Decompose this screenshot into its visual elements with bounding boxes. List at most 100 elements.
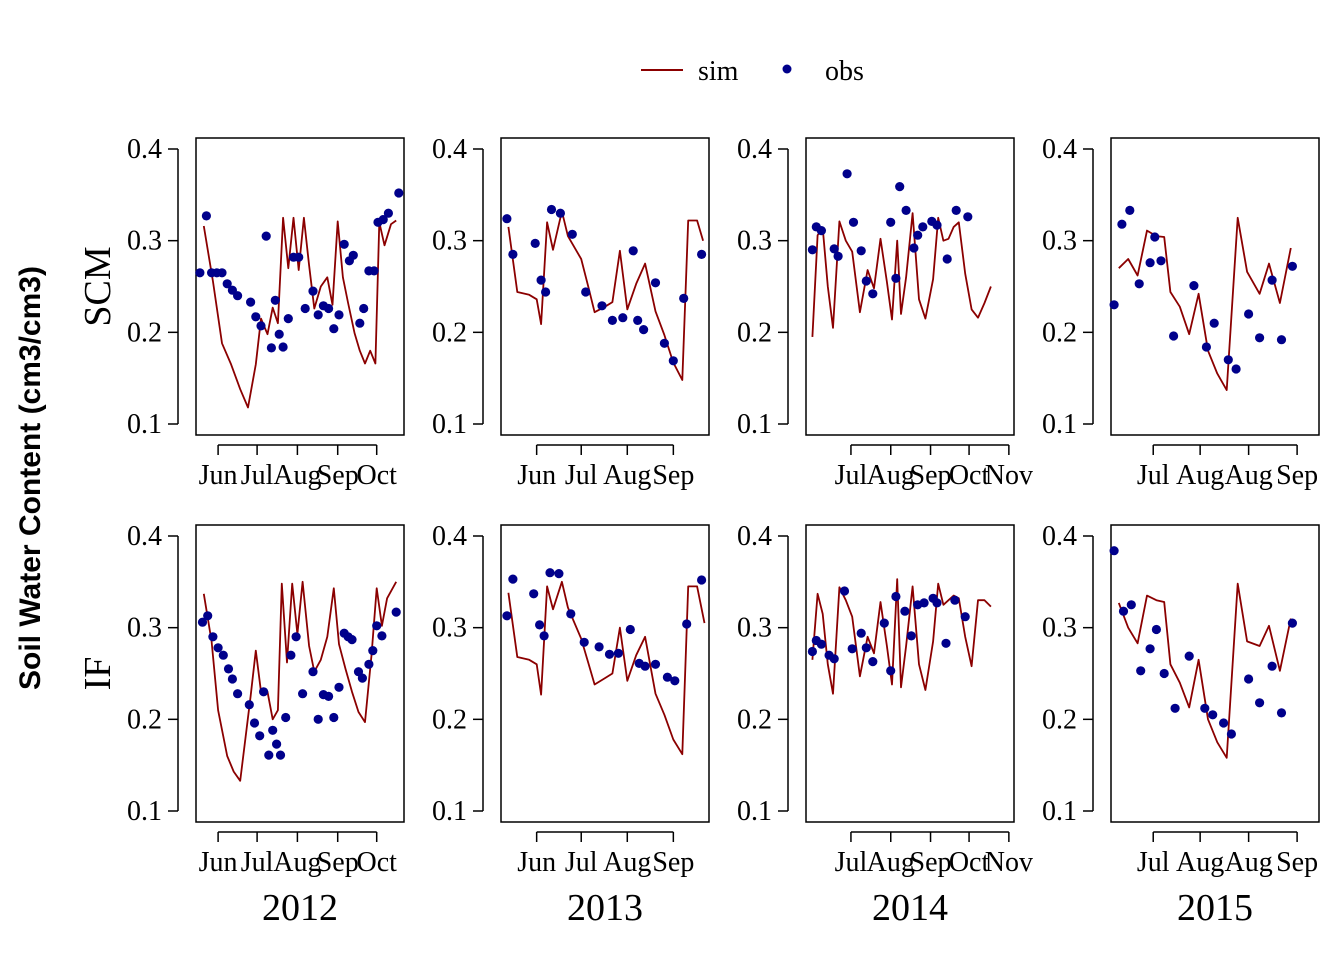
y-tick-label-scm-2013: 0.4 [432,134,467,165]
x-tick-label-if-2013: Aug [603,847,651,878]
obs-point-if-2014 [950,595,960,605]
obs-point-if-2015 [1226,729,1236,739]
obs-point-scm-2015 [1125,205,1135,215]
y-tick-label-if-2015: 0.2 [1042,704,1077,735]
sim-line-if-2015 [1117,582,1292,759]
legend: sim obs [641,56,864,87]
y-tick-label-if-2015: 0.4 [1042,521,1077,552]
obs-point-scm-2015 [1109,300,1119,310]
obs-point-if-2012 [298,689,308,699]
obs-point-scm-2012 [348,250,358,260]
obs-point-scm-2014 [913,230,923,240]
obs-point-scm-2012 [256,321,266,331]
obs-point-if-2012 [233,689,243,699]
obs-point-if-2013 [529,589,539,599]
obs-point-if-2012 [291,632,301,642]
obs-point-if-2014 [900,606,910,616]
obs-point-scm-2012 [201,211,211,221]
y-tick-label-scm-2012: 0.2 [127,317,162,348]
year-label-2012: 2012 [262,887,338,929]
x-tick-label-scm-2015: Aug [1176,460,1224,491]
obs-point-scm-2014 [886,217,896,227]
row-label-scm: SCM [77,246,119,326]
x-tick-label-scm-2012: Jul [241,460,274,491]
obs-point-if-2015 [1208,710,1218,720]
obs-point-scm-2012 [294,252,304,262]
obs-point-scm-2014 [856,246,866,256]
obs-point-scm-2013 [650,278,661,288]
obs-point-scm-2015 [1134,279,1144,289]
obs-point-scm-2014 [909,243,919,253]
obs-point-if-2013 [566,609,576,619]
sim-line-if-2012 [202,580,397,782]
panel-if-2013: 0.1 0.2 0.3 0.4 Jun Jul Aug Sep 2013 [432,521,710,929]
obs-point-if-2014 [861,643,871,653]
obs-point-if-2014 [932,598,942,608]
obs-point-if-2015 [1151,624,1161,635]
x-tick-label-scm-2014: Jul [835,460,868,491]
y-tick-label-if-2012: 0.4 [127,521,162,552]
x-tick-label-if-2015: Sep [1276,847,1318,878]
obs-point-scm-2012 [369,266,379,276]
obs-point-if-2013 [554,569,564,579]
obs-point-if-2013 [625,624,635,635]
legend-sim-label: sim [698,56,739,87]
obs-point-scm-2012 [394,188,404,198]
x-tick-label-scm-2014: Nov [985,460,1033,491]
x-tick-label-if-2012: Sep [317,847,359,878]
obs-point-if-2015 [1244,674,1254,684]
obs-point-scm-2012 [308,286,318,296]
obs-point-if-2012 [281,712,291,723]
obs-point-scm-2013 [502,214,512,224]
obs-point-scm-2015 [1276,335,1287,345]
x-tick-label-if-2014: Sep [910,847,952,878]
panel-frame-scm-2014 [805,137,1015,436]
obs-point-if-2015 [1118,606,1129,616]
obs-point-if-2012 [368,646,378,656]
y-tick-label-scm-2013: 0.2 [432,317,467,348]
y-tick-label-scm-2014: 0.1 [737,409,772,440]
x-tick-label-if-2014: Oct [949,847,990,878]
obs-point-scm-2015 [1189,281,1199,291]
obs-point-if-2012 [313,714,323,724]
y-tick-label-if-2013: 0.1 [432,796,467,827]
obs-point-scm-2015 [1169,331,1179,341]
x-tick-label-scm-2015: Aug [1225,460,1273,491]
obs-point-if-2012 [249,718,260,728]
obs-point-scm-2013 [697,249,707,259]
panel-frame-if-2012 [195,524,405,823]
x-tick-label-if-2015: Jul [1137,847,1170,878]
y-tick-label-scm-2014: 0.2 [737,317,772,348]
obs-point-if-2014 [816,639,827,649]
obs-point-if-2012 [347,635,357,645]
year-label-2013: 2013 [567,887,643,929]
obs-point-scm-2013 [607,315,618,325]
obs-point-if-2014 [839,586,850,596]
row-label-if: IF [77,657,119,691]
obs-point-scm-2014 [861,276,871,286]
obs-point-scm-2012 [334,310,344,320]
y-tick-label-scm-2014: 0.4 [737,134,772,165]
obs-point-scm-2015 [1156,256,1166,266]
obs-point-if-2015 [1287,618,1297,628]
obs-point-scm-2012 [270,295,280,305]
obs-point-scm-2014 [932,220,942,230]
obs-point-if-2015 [1219,718,1229,728]
panel-frame-if-2015 [1110,524,1320,823]
obs-point-if-2014 [807,646,818,657]
obs-point-if-2015 [1159,668,1169,679]
obs-point-scm-2015 [1117,219,1127,229]
obs-point-scm-2013 [659,338,670,348]
x-tick-label-if-2014: Aug [867,847,915,878]
obs-point-if-2012 [324,691,334,702]
panel-scm-2013: 0.1 0.2 0.3 0.4 Jun Jul Aug Sep [432,134,710,491]
obs-point-if-2013 [502,611,512,621]
obs-point-scm-2013 [530,238,540,248]
obs-point-scm-2014 [895,182,905,192]
obs-point-scm-2014 [963,212,973,222]
obs-point-if-2014 [829,654,839,664]
obs-point-scm-2012 [324,303,334,314]
